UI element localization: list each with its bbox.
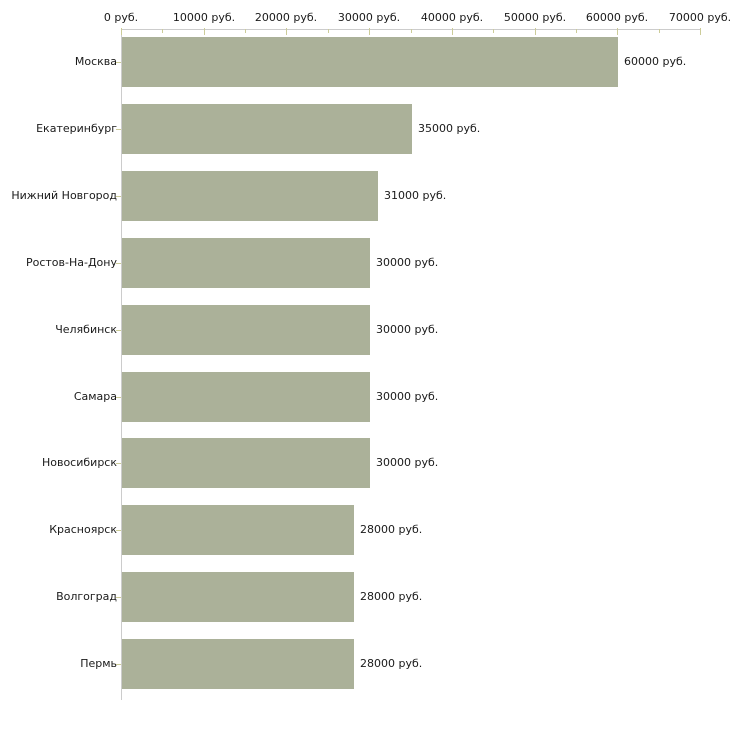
x-axis-tick	[700, 28, 701, 35]
bar-value-label: 28000 руб.	[360, 590, 423, 603]
x-axis-tick	[617, 28, 618, 35]
y-axis-category-tick	[116, 530, 121, 531]
x-axis-tick	[369, 28, 370, 35]
x-axis-tick-label: 40000 руб.	[420, 11, 484, 24]
y-axis-category-tick	[116, 263, 121, 264]
x-axis-tick	[535, 28, 536, 35]
x-axis-tick	[286, 28, 287, 35]
bar-value-label: 28000 руб.	[360, 657, 423, 670]
y-axis-category-tick	[116, 397, 121, 398]
x-axis-tick-label: 20000 руб.	[254, 11, 318, 24]
bar	[122, 171, 378, 221]
bar	[122, 639, 354, 689]
bar-value-label: 30000 руб.	[376, 323, 439, 336]
y-axis-category-tick	[116, 196, 121, 197]
category-label: Екатеринбург	[36, 122, 117, 135]
category-label: Самара	[73, 390, 117, 403]
x-axis-tick-label: 0 руб.	[103, 11, 139, 24]
bar	[122, 104, 412, 154]
bar-value-label: 31000 руб.	[384, 189, 447, 202]
bar	[122, 438, 370, 488]
category-label: Волгоград	[56, 590, 117, 603]
category-label: Новосибирск	[41, 456, 117, 469]
category-label: Москва	[74, 55, 117, 68]
y-axis-category-tick	[116, 664, 121, 665]
bar	[122, 305, 370, 355]
y-axis-category-tick	[116, 597, 121, 598]
bar-value-label: 30000 руб.	[376, 256, 439, 269]
bar-value-label: 30000 руб.	[376, 390, 439, 403]
bar	[122, 37, 618, 87]
category-label: Челябинск	[55, 323, 117, 336]
x-axis-tick-label: 60000 руб.	[585, 11, 649, 24]
x-axis-tick-label: 30000 руб.	[337, 11, 401, 24]
x-axis-minor-tick	[328, 29, 329, 33]
x-axis-minor-tick	[411, 29, 412, 33]
bar	[122, 238, 370, 288]
bar-value-label: 30000 руб.	[376, 456, 439, 469]
category-label: Пермь	[80, 657, 117, 670]
x-axis-tick-label: 70000 руб.	[668, 11, 730, 24]
category-label: Красноярск	[49, 523, 117, 536]
bar-value-label: 35000 руб.	[418, 122, 481, 135]
x-axis-tick-label: 50000 руб.	[503, 11, 567, 24]
category-label: Ростов-На-Дону	[25, 256, 117, 269]
category-label: Нижний Новгород	[11, 189, 117, 202]
y-axis-category-tick	[116, 463, 121, 464]
bar-value-label: 28000 руб.	[360, 523, 423, 536]
bar-value-label: 60000 руб.	[624, 55, 687, 68]
y-axis-line	[121, 29, 122, 700]
bar	[122, 505, 354, 555]
x-axis-tick-label: 10000 руб.	[172, 11, 236, 24]
x-axis-tick	[452, 28, 453, 35]
bar	[122, 572, 354, 622]
x-axis-minor-tick	[659, 29, 660, 33]
x-axis-tick	[204, 28, 205, 35]
y-axis-category-tick	[116, 129, 121, 130]
bar	[122, 372, 370, 422]
y-axis-category-tick	[116, 62, 121, 63]
x-axis-minor-tick	[245, 29, 246, 33]
x-axis-minor-tick	[576, 29, 577, 33]
x-axis-minor-tick	[493, 29, 494, 33]
x-axis-minor-tick	[162, 29, 163, 33]
y-axis-category-tick	[116, 330, 121, 331]
x-axis-tick	[121, 28, 122, 35]
